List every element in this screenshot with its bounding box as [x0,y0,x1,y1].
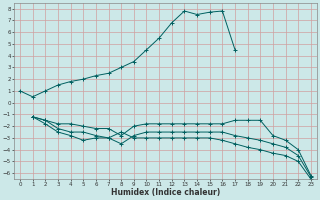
X-axis label: Humidex (Indice chaleur): Humidex (Indice chaleur) [111,188,220,197]
